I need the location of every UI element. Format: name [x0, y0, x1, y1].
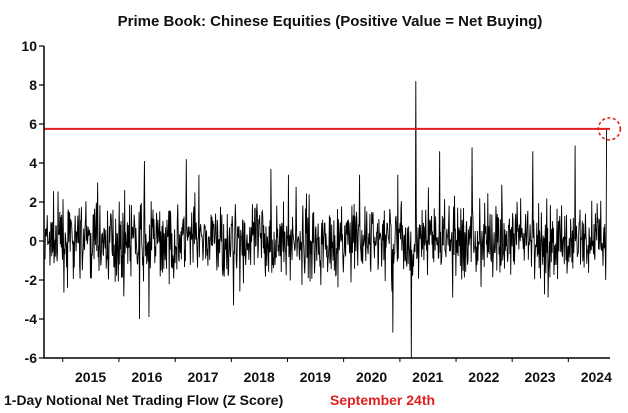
y-tick-label: 8: [29, 77, 37, 93]
x-tick-label: 2018: [244, 369, 275, 385]
highlight-circle: [597, 117, 622, 141]
y-tick-label: 6: [29, 116, 37, 132]
plot-area: [44, 81, 622, 359]
x-tick-label: 2019: [300, 369, 331, 385]
x-axis: 2015 2016 2017 2018 2019 2020 2021 2022 2023 2024: [44, 357, 612, 385]
x-tick-label: 2017: [187, 369, 218, 385]
legend-label-september-24th: September 24th: [330, 392, 435, 408]
legend: 1-Day Notional Net Trading Flow (Z Score…: [4, 392, 435, 408]
x-tick-label: 2021: [412, 369, 443, 385]
y-tick-label: -2: [25, 272, 38, 288]
x-tick-label: 2020: [356, 369, 387, 385]
x-tick-label: 2024: [581, 369, 612, 385]
x-tick-label: 2022: [468, 369, 499, 385]
y-tick-label: 4: [29, 155, 37, 171]
y-tick-label: 0: [29, 233, 37, 249]
y-tick-label: -4: [25, 311, 38, 327]
x-tick-label: 2016: [131, 369, 162, 385]
x-tick-label: 2023: [524, 369, 555, 385]
y-tick-label: 10: [21, 38, 37, 54]
x-tick-label: 2015: [75, 369, 106, 385]
y-tick-label: -6: [25, 350, 38, 366]
legend-label-flow: 1-Day Notional Net Trading Flow (Z Score…: [4, 392, 283, 408]
series-line-flow: [44, 81, 608, 359]
chart-title: Prime Book: Chinese Equities (Positive V…: [118, 13, 543, 30]
y-tick-label: 2: [29, 194, 37, 210]
y-axis: 10 8 6 4 2 0 -2 -4 -6: [21, 38, 45, 366]
